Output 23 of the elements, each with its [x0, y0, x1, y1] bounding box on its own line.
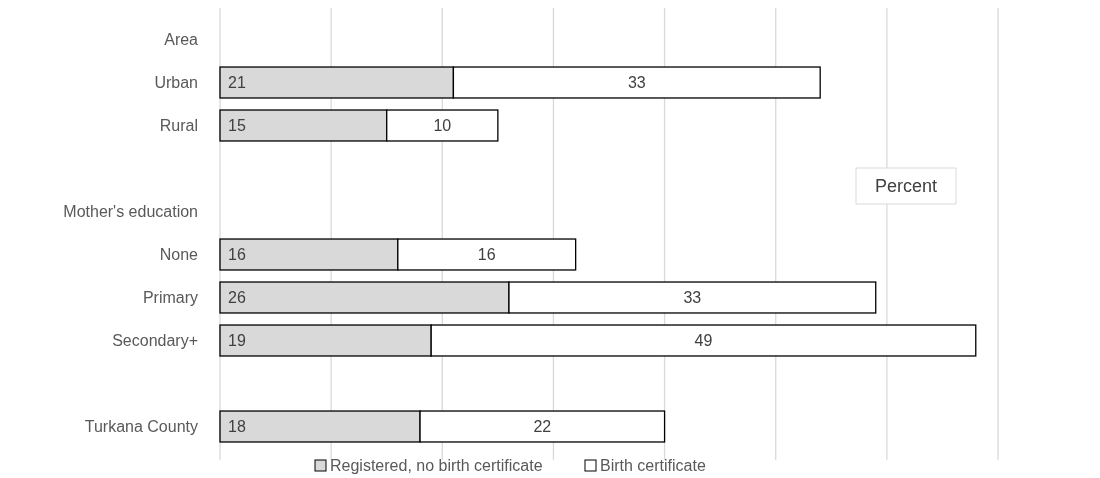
data-label: 19	[228, 332, 246, 350]
data-label: 16	[477, 246, 496, 264]
legend-label: Registered, no birth certificate	[330, 457, 543, 475]
y-tick-label: Primary	[142, 289, 198, 307]
legend-label: Birth certificate	[600, 457, 706, 475]
y-tick-label: Secondary+	[112, 332, 198, 350]
data-label: 18	[228, 418, 246, 436]
data-label: 22	[533, 418, 552, 436]
y-tick-label: Mother's education	[63, 203, 198, 221]
y-tick-label: Rural	[159, 117, 198, 135]
data-label: 16	[228, 246, 246, 264]
data-label: 10	[433, 117, 452, 135]
y-tick-label: Area	[164, 31, 199, 49]
data-label: 21	[228, 74, 246, 92]
data-label: 33	[627, 74, 646, 92]
data-label: 15	[228, 117, 246, 135]
y-tick-label: None	[159, 246, 199, 264]
y-tick-label: Turkana County	[84, 418, 198, 436]
annotation: Percent	[874, 176, 938, 197]
data-label: 49	[694, 332, 713, 350]
data-label: 33	[683, 289, 702, 307]
data-label: 26	[228, 289, 246, 307]
y-tick-label: Urban	[154, 74, 198, 92]
